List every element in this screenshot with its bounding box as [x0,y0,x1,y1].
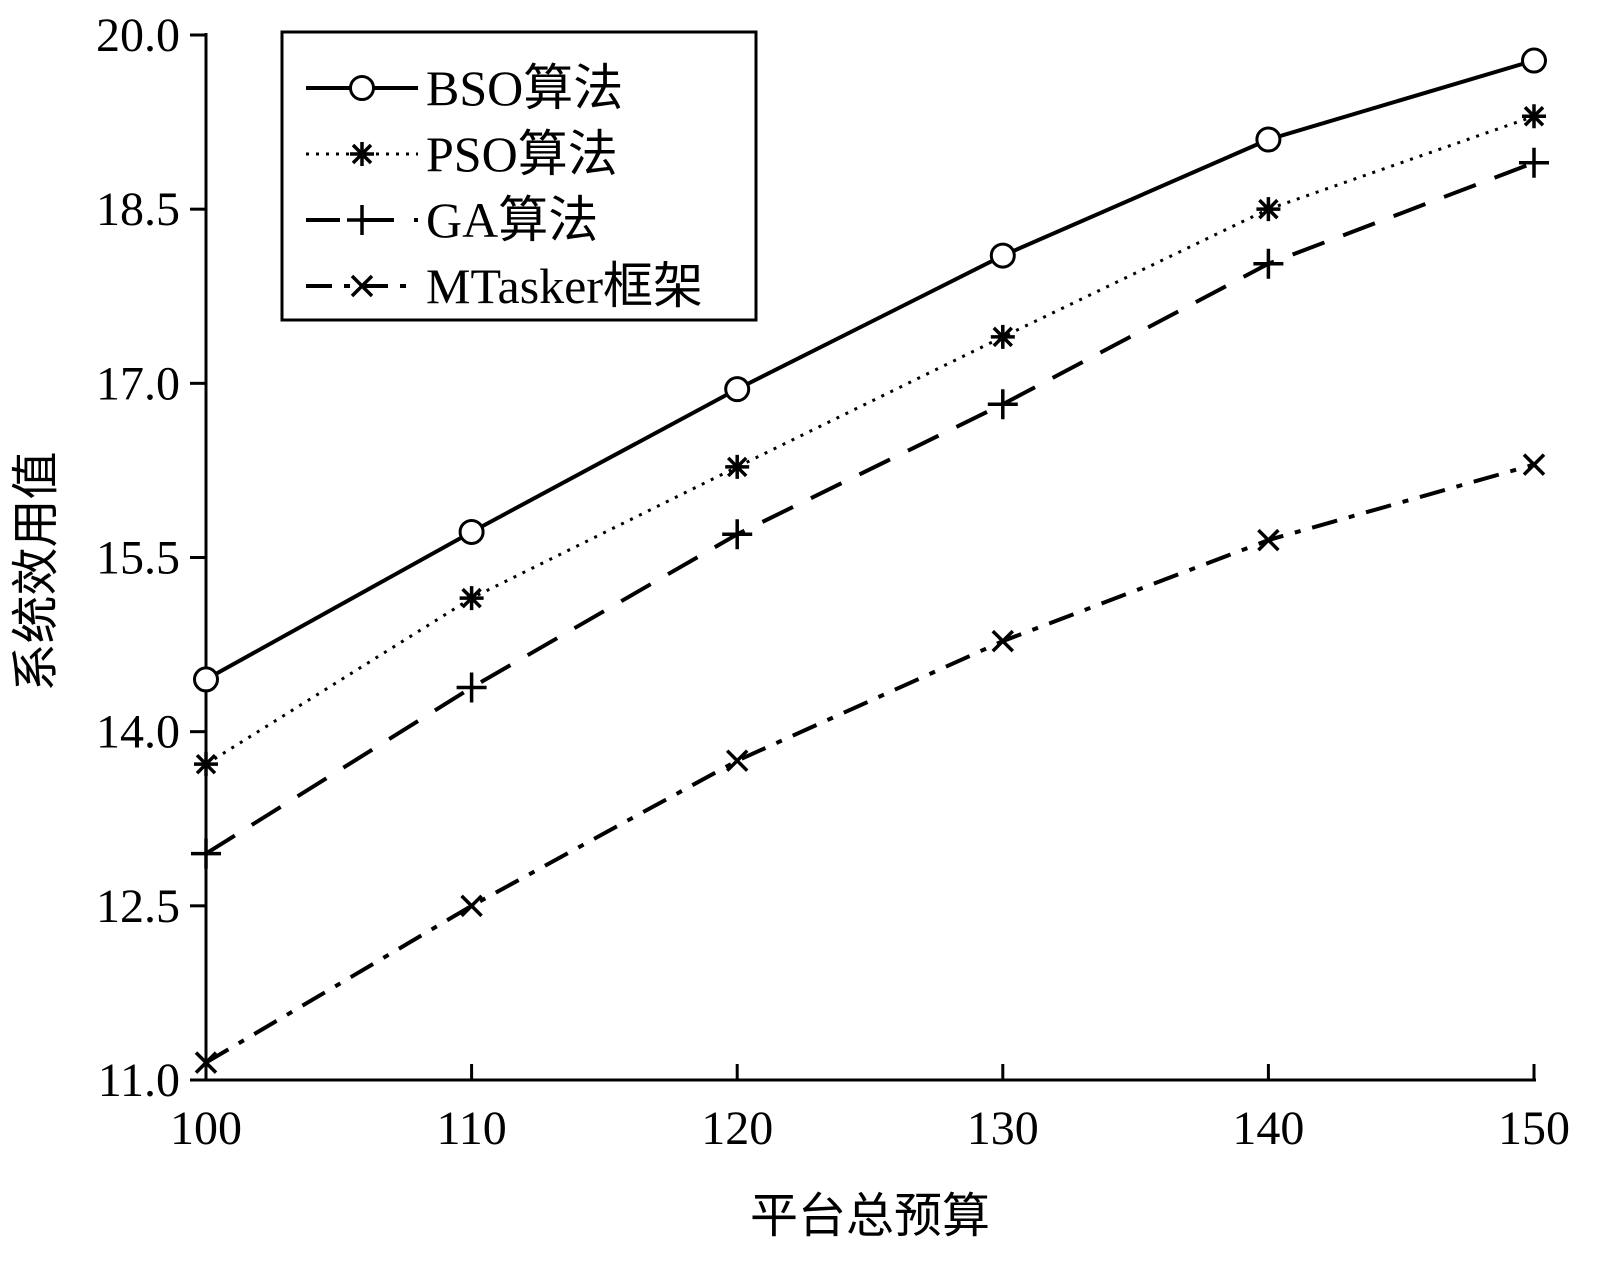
x-tick-label: 100 [170,1102,242,1155]
data-point [193,666,219,693]
data-point [1521,47,1547,74]
legend-item: GA算法 [306,192,598,248]
data-point [990,324,1015,349]
data-point [987,389,1018,420]
x-tick-label: 120 [701,1102,773,1155]
y-tick-label: 15.5 [96,532,180,585]
legend-marker [349,75,375,101]
y-axis-title: 系统效用值 [10,451,63,691]
legend-label: MTasker框架 [426,258,703,314]
series-4 [194,453,1546,1074]
data-point [1522,104,1546,129]
legend-marker [350,274,374,298]
y-tick-label: 12.5 [96,880,180,933]
data-point [1519,147,1549,178]
series-1 [193,47,1547,693]
data-point [460,894,483,918]
data-point [1257,528,1280,552]
legend-item: PSO算法 [306,126,618,182]
x-axis-title: 平台总预算 [750,1190,990,1243]
legend: BSO算法 PSO算法 GA算法 MTasker框架 [280,30,758,322]
x-tick-label: 150 [1498,1102,1570,1155]
series-line [204,160,1535,856]
legend-label: GA算法 [426,192,598,248]
y-tick-label: 20.0 [96,9,180,62]
legend-marker [350,142,374,166]
series-3 [191,147,1549,869]
data-point [1522,453,1546,476]
y-tick-label: 18.5 [96,183,180,236]
series-line [205,58,1535,682]
data-point [1255,126,1282,153]
x-tick-label: 110 [436,1102,506,1155]
data-point [194,752,218,777]
y-tick-label: 14.0 [96,706,180,759]
legend-item: MTasker框架 [306,258,703,314]
series-layer [191,47,1549,1074]
data-point [725,454,750,479]
data-point [722,519,753,550]
data-point [1253,248,1284,279]
y-tick-label: 11.0 [98,1054,180,1107]
x-tick-label: 140 [1232,1102,1304,1155]
data-point [991,629,1015,653]
data-point [1256,197,1281,222]
data-point [191,838,221,869]
legend-marker [347,205,377,235]
data-point [194,1051,218,1074]
legend-label: PSO算法 [426,126,618,182]
data-point [724,376,751,403]
axes: 100 110 120 130 140 150 11.0 12.5 14.0 15.5 17.0 18… [96,9,1570,1155]
data-point [989,242,1016,269]
series-line [205,114,1535,766]
legend-item: BSO算法 [306,60,623,116]
data-point [725,749,749,772]
data-point [459,586,484,611]
series-line [204,462,1535,1065]
data-point [456,672,487,703]
legend-label: BSO算法 [426,60,623,116]
series-2 [194,104,1546,777]
x-tick-label: 130 [967,1102,1039,1155]
data-point [458,518,485,545]
y-tick-label: 17.0 [96,357,180,410]
